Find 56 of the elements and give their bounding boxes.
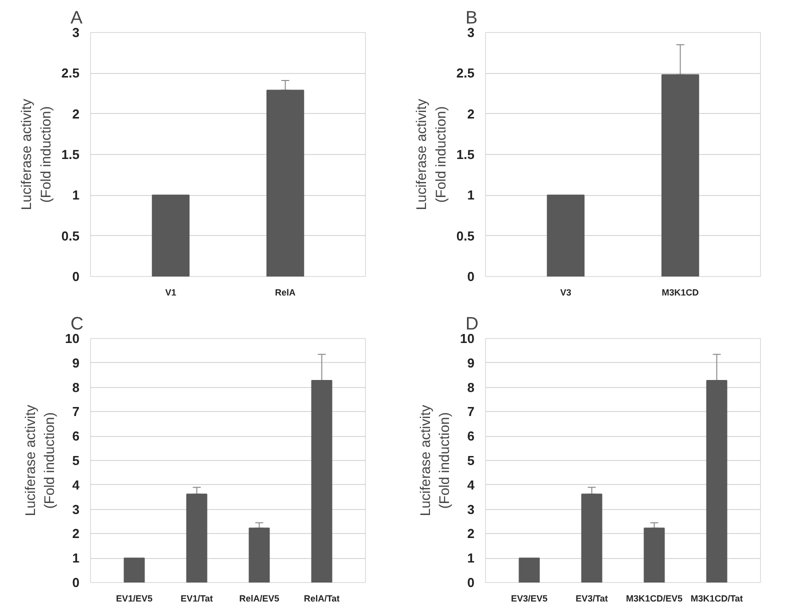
y-tick-label: 9 (467, 355, 475, 370)
y-tick-label: 0 (467, 575, 475, 590)
x-tick-label: EV1/Tat (180, 594, 213, 604)
y-tick-label: 6 (467, 428, 475, 444)
y-axis-title: Luciferase activity (Fold induction) (22, 404, 58, 516)
y-tick-label: 2.5 (456, 66, 475, 81)
x-tick-label: EV3/Tat (576, 594, 608, 604)
y-tick-label: 0 (72, 269, 80, 284)
y-tick-label: 3 (72, 25, 80, 40)
y-tick-label: 8 (467, 380, 475, 395)
y-tick-label: 1 (467, 550, 475, 566)
y-tick-label: 3 (467, 502, 475, 517)
y-tick-label: 1 (72, 188, 80, 203)
y-tick-label: 9 (72, 355, 80, 370)
y-tick-label: 8 (72, 380, 80, 395)
y-tick-label: 1 (467, 188, 475, 203)
y-tick-label: 0 (467, 269, 475, 284)
y-tick-label: 6 (72, 428, 80, 444)
y-tick-label: 2 (72, 526, 80, 542)
x-tick-label: RelA/EV5 (239, 594, 280, 604)
y-tick-label: 10 (65, 331, 80, 346)
y-tick-label: 10 (460, 331, 475, 346)
y-tick-label: 2 (72, 106, 80, 122)
y-tick-label: 4 (72, 477, 80, 492)
chart-title: C (70, 314, 84, 334)
y-tick-label: 0.5 (456, 228, 475, 244)
x-tick-label: V3 (560, 288, 572, 298)
chart-title: D (466, 314, 478, 334)
chart-title: B (466, 8, 478, 28)
x-tick-label: EV3/EV5 (510, 594, 548, 604)
y-tick-label: 2.5 (61, 66, 80, 81)
y-tick-label: 1.5 (456, 147, 475, 162)
y-tick-label: 1.5 (61, 147, 80, 162)
y-tick-label: 0 (72, 575, 80, 590)
y-axis-title: Luciferase activity (Fold induction) (413, 98, 448, 210)
y-tick-label: 4 (467, 477, 476, 492)
y-tick-label: 5 (467, 453, 475, 468)
y-tick-label: 3 (72, 502, 80, 517)
y-tick-label: 0.5 (61, 228, 80, 244)
x-tick-label: EV1/EV5 (116, 594, 153, 604)
x-tick-label: RelA (275, 288, 296, 298)
x-tick-label: V1 (165, 288, 176, 298)
y-tick-label: 7 (467, 404, 475, 420)
chart-title: A (70, 8, 83, 28)
y-tick-label: 2 (467, 526, 475, 542)
y-axis-title: Luciferase activity (Fold induction) (416, 404, 452, 516)
y-tick-label: 3 (467, 25, 475, 40)
y-tick-label: 7 (72, 404, 80, 420)
y-tick-label: 2 (467, 106, 475, 122)
x-tick-label: M3K1CD/Tat (690, 594, 743, 604)
y-axis-title: Luciferase activity (Fold induction) (18, 98, 54, 210)
x-tick-label: M3K1CD/EV5 (626, 594, 683, 604)
y-tick-label: 1 (72, 550, 80, 566)
y-tick-label: 5 (72, 453, 80, 468)
x-tick-label: RelA/Tat (304, 594, 340, 604)
x-tick-label: M3K1CD (662, 288, 700, 298)
